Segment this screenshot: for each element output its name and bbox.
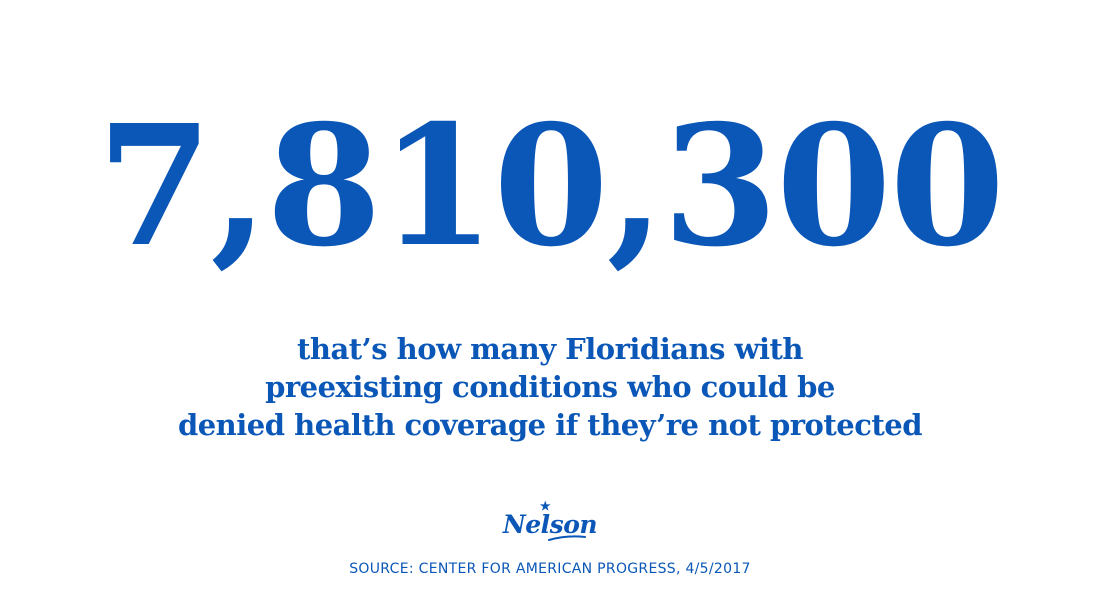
caption-text: that’s how many Floridians with preexist… [0, 330, 1100, 444]
caption-line-2: preexisting conditions who could be [265, 370, 835, 404]
star-icon: ★ [539, 499, 551, 513]
nelson-logo: Nelson ★ [0, 500, 1100, 544]
headline-number: 7,810,300 [96, 89, 1005, 284]
caption-line-1: that’s how many Floridians with [297, 332, 803, 366]
logo-wordmark: Nelson ★ [502, 500, 598, 541]
caption-line-3: denied health coverage if they’re not pr… [177, 408, 923, 442]
logo-text: Nelson [502, 510, 598, 539]
swoosh-icon [547, 535, 586, 541]
source-citation: SOURCE: CENTER FOR AMERICAN PROGRESS, 4/… [349, 561, 751, 577]
